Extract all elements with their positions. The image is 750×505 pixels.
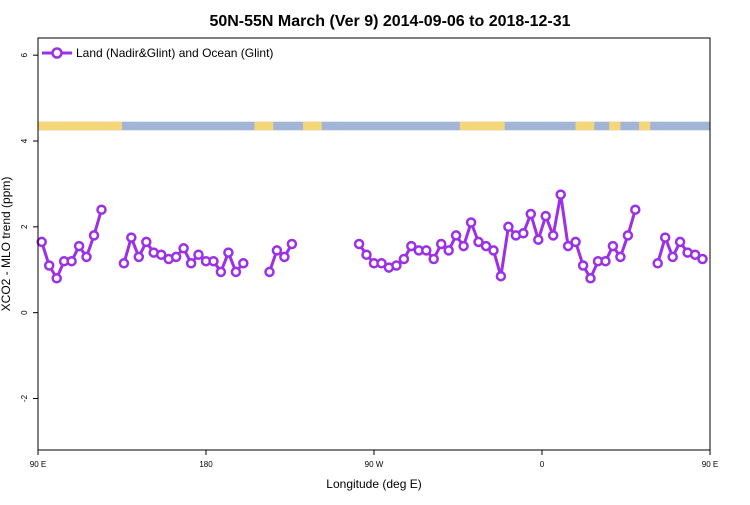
land-band-segment — [639, 121, 651, 131]
data-point — [674, 236, 686, 248]
data-point — [495, 270, 507, 282]
data-point — [230, 266, 242, 278]
data-point — [503, 221, 514, 233]
data-point — [279, 251, 290, 263]
land-band-segment — [38, 121, 122, 131]
legend-marker-swatch — [51, 47, 63, 59]
data-point — [659, 232, 671, 243]
data-point — [286, 238, 298, 250]
legend-label: Land (Nadir&Glint) and Ocean (Glint) — [76, 46, 273, 60]
data-point — [271, 245, 283, 256]
data-point — [525, 208, 537, 220]
data-point — [689, 249, 701, 260]
data-point — [353, 238, 365, 250]
data-point — [465, 217, 477, 228]
x-tick-label: 90 E — [30, 460, 46, 469]
data-point — [615, 251, 626, 263]
y-axis: -2 0 2 4 6 — [20, 52, 38, 402]
data-point — [223, 247, 234, 258]
data-point — [443, 245, 454, 256]
data-point — [185, 258, 197, 269]
land-band-segment — [254, 121, 274, 131]
data-point — [488, 245, 499, 256]
data-point — [215, 266, 227, 278]
land-ocean-band — [38, 121, 710, 131]
series-layer — [36, 189, 708, 284]
data-point — [428, 253, 439, 265]
data-point — [421, 245, 432, 256]
land-band-segment — [609, 121, 621, 131]
y-tick-label: 2 — [20, 224, 29, 229]
data-point — [170, 251, 182, 263]
data-point — [391, 260, 402, 271]
data-point — [697, 253, 708, 265]
data-point — [585, 273, 596, 284]
data-point — [562, 240, 574, 252]
data-point — [518, 228, 529, 239]
x-axis-label: Longitude (deg E) — [326, 477, 421, 491]
data-point — [141, 236, 152, 248]
y-tick-label: 0 — [20, 310, 29, 315]
data-point — [133, 251, 145, 263]
x-axis: 90 E 180 90 W 0 90 E — [30, 450, 718, 469]
data-point — [43, 260, 55, 271]
data-point — [570, 236, 581, 248]
y-tick-label: 6 — [20, 52, 29, 57]
data-point — [361, 249, 372, 260]
data-point — [118, 258, 130, 269]
data-point — [193, 249, 204, 260]
data-point — [450, 230, 462, 241]
data-point — [376, 258, 387, 269]
data-point — [208, 255, 219, 267]
data-point — [96, 204, 107, 215]
data-point — [398, 253, 410, 265]
data-point — [36, 236, 47, 248]
land-band-segment — [575, 121, 595, 131]
data-point — [600, 255, 611, 267]
y-axis-label: XCO2 - MLO trend (ppm) — [0, 177, 13, 312]
data-point — [406, 240, 417, 252]
data-point — [577, 260, 589, 271]
legend: Land (Nadir&Glint) and Ocean (Glint) — [42, 46, 273, 60]
data-point — [480, 240, 492, 252]
land-band-segment — [459, 121, 505, 131]
data-point — [630, 204, 641, 215]
x-tick-label: 90 W — [365, 460, 384, 469]
data-point — [473, 236, 484, 248]
x-tick-label: 0 — [540, 460, 545, 469]
data-point — [73, 240, 85, 252]
y-tick-label: -2 — [20, 394, 29, 402]
data-point — [126, 232, 137, 243]
data-point — [88, 230, 100, 241]
data-point — [652, 258, 663, 269]
data-point — [178, 243, 189, 254]
data-point — [51, 273, 62, 284]
data-point — [435, 238, 447, 250]
ocean-band — [38, 121, 710, 131]
x-tick-label: 90 E — [702, 460, 718, 469]
data-point — [264, 266, 275, 278]
data-point — [66, 255, 77, 267]
data-point — [540, 210, 551, 222]
data-point — [155, 249, 167, 260]
land-band-segment — [303, 121, 322, 131]
data-point — [607, 240, 619, 252]
data-point — [667, 251, 678, 263]
data-point — [458, 240, 469, 252]
y-tick-label: 4 — [20, 138, 29, 143]
data-point — [533, 234, 544, 245]
data-point — [547, 230, 559, 241]
data-point — [555, 189, 566, 200]
data-point — [622, 230, 634, 241]
chart-title: 50N-55N March (Ver 9) 2014-09-06 to 2018… — [209, 13, 570, 30]
x-tick-label: 180 — [199, 460, 213, 469]
data-point — [81, 251, 92, 263]
data-point — [238, 258, 249, 269]
